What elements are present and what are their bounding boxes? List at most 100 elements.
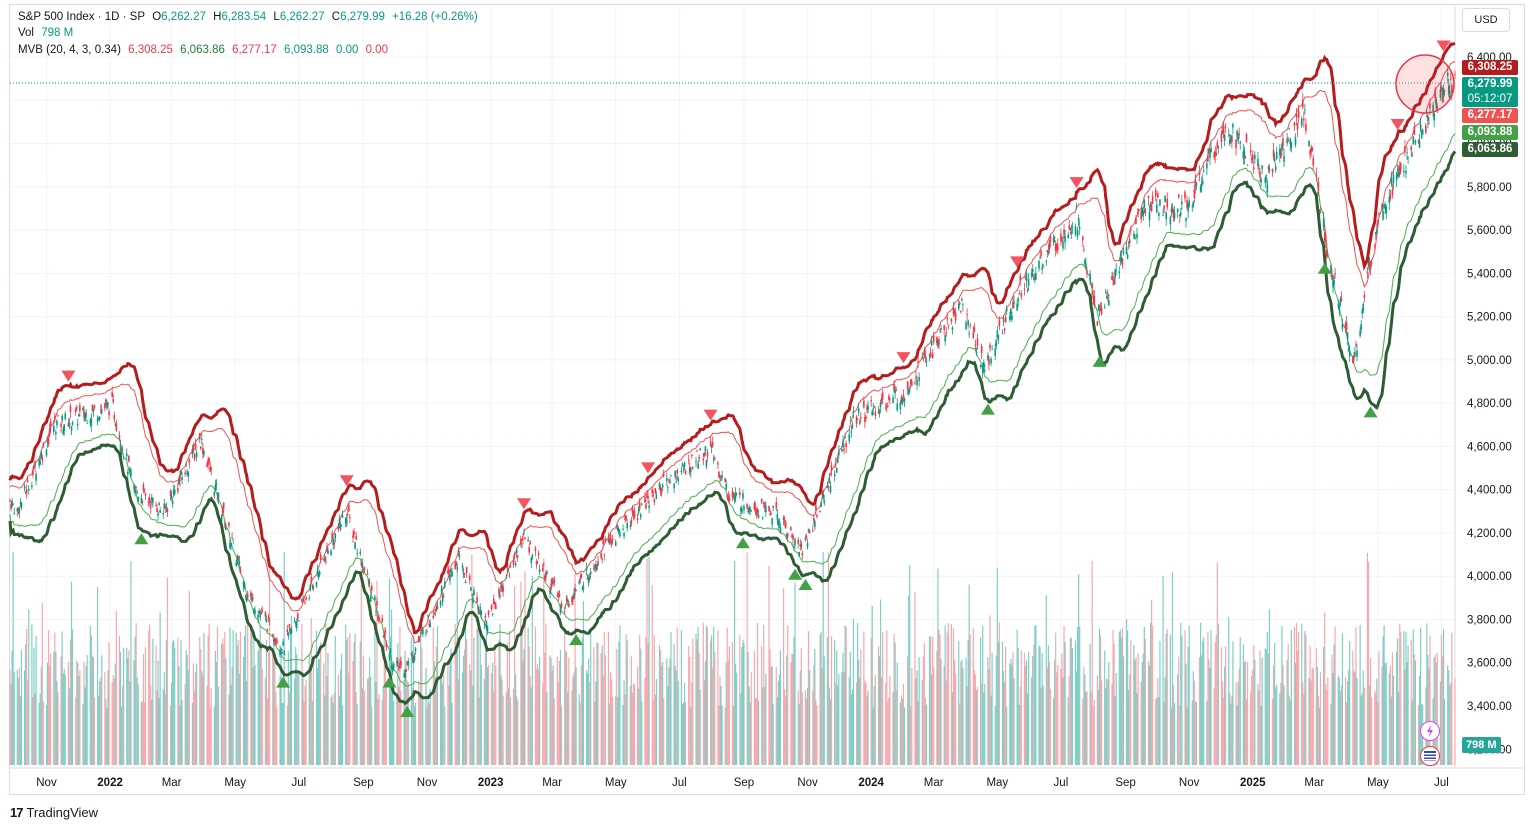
candle-body bbox=[1440, 86, 1443, 92]
currency-button[interactable]: USD bbox=[1462, 8, 1510, 32]
volume-bar bbox=[980, 637, 982, 765]
volume-bar bbox=[319, 659, 321, 765]
candle-body bbox=[880, 398, 883, 401]
candle-body bbox=[286, 629, 289, 633]
volume-bar bbox=[149, 624, 151, 765]
candle-body bbox=[254, 610, 256, 614]
volume-bar bbox=[156, 690, 158, 765]
candle-body bbox=[793, 547, 795, 548]
candle-body bbox=[375, 610, 377, 612]
candle-body bbox=[639, 514, 642, 518]
volume-bar bbox=[653, 635, 655, 765]
y-tick-label: 4,600.00 bbox=[1467, 441, 1512, 453]
volume-bar bbox=[304, 685, 306, 765]
volume-bar bbox=[70, 581, 73, 765]
candle-body bbox=[376, 600, 378, 606]
volume-bar bbox=[1070, 637, 1072, 765]
candle-body bbox=[600, 552, 602, 558]
volume-bar bbox=[1429, 635, 1431, 765]
mvb-label[interactable]: MVB (20, 4, 3, 0.34) bbox=[18, 44, 121, 56]
price-tag-upper-inner: 6,277.17 bbox=[1462, 108, 1518, 123]
candle-body bbox=[733, 497, 736, 501]
vol-label[interactable]: Vol bbox=[18, 27, 34, 39]
volume-bar bbox=[1026, 693, 1029, 765]
volume-bar bbox=[100, 677, 102, 765]
candle-body bbox=[1158, 213, 1160, 216]
volume-bar bbox=[1206, 700, 1208, 765]
candle-body bbox=[305, 597, 307, 601]
candle-body bbox=[1432, 104, 1434, 111]
candle-body bbox=[1060, 233, 1062, 241]
volume-bar bbox=[1235, 682, 1237, 765]
candle-body bbox=[1047, 250, 1050, 253]
candle-body bbox=[830, 465, 833, 471]
candle-body bbox=[696, 450, 698, 452]
candle-body bbox=[645, 503, 647, 509]
candle-body bbox=[1173, 212, 1176, 219]
volume-bar bbox=[34, 693, 36, 765]
volume-bar bbox=[1441, 655, 1444, 765]
candle-body bbox=[499, 594, 501, 597]
candle-body bbox=[1388, 196, 1391, 204]
candle-body bbox=[186, 471, 189, 475]
volume-bar bbox=[1163, 702, 1165, 765]
volume-bar bbox=[98, 695, 100, 765]
volume-bar bbox=[727, 660, 729, 765]
candle-body bbox=[1359, 330, 1361, 336]
volume-bar bbox=[79, 670, 81, 765]
volume-bar bbox=[493, 691, 495, 765]
candle-body bbox=[1249, 150, 1252, 153]
volume-bar bbox=[45, 705, 48, 765]
volume-bar bbox=[1318, 707, 1321, 765]
volume-bar bbox=[325, 623, 327, 765]
candle-body bbox=[498, 588, 500, 595]
candle-body bbox=[549, 589, 551, 594]
chart-frame[interactable] bbox=[9, 4, 1525, 795]
lightning-icon[interactable] bbox=[1420, 721, 1440, 741]
volume-bar bbox=[690, 707, 692, 765]
volume-bar bbox=[794, 582, 796, 765]
volume-bar bbox=[982, 625, 984, 765]
candle-body bbox=[1417, 140, 1420, 143]
volume-bar bbox=[750, 671, 752, 765]
candle-body bbox=[564, 604, 567, 605]
footer-brand[interactable]: 17 TradingView bbox=[10, 805, 98, 820]
volume-bar bbox=[813, 664, 815, 765]
volume-bar bbox=[703, 679, 705, 765]
symbol-title[interactable]: S&P 500 Index · 1D · SP bbox=[18, 11, 145, 23]
candle-body bbox=[845, 443, 847, 448]
volume-bar bbox=[546, 691, 548, 765]
sell-signal-marker bbox=[1436, 40, 1451, 52]
candle-body bbox=[20, 502, 23, 508]
volume-bar bbox=[463, 649, 466, 765]
candle-body bbox=[589, 571, 592, 575]
volume-bar bbox=[334, 636, 336, 765]
volume-bar bbox=[184, 684, 186, 765]
volume-bar bbox=[57, 692, 59, 765]
candle-body bbox=[1209, 149, 1211, 159]
candle-body bbox=[1112, 278, 1114, 280]
volume-bar bbox=[1057, 665, 1059, 765]
candle-body bbox=[1137, 208, 1139, 215]
us-flag-icon[interactable] bbox=[1420, 746, 1440, 766]
candle-body bbox=[1355, 344, 1357, 345]
buy-signal-marker bbox=[569, 634, 584, 646]
volume-bar bbox=[16, 669, 18, 765]
volume-bar bbox=[721, 705, 723, 765]
candle-body bbox=[688, 466, 691, 473]
candle-body bbox=[637, 508, 640, 513]
candle-body bbox=[363, 567, 366, 570]
candle-body bbox=[1286, 138, 1288, 144]
candle-body bbox=[1345, 322, 1348, 331]
volume-bar bbox=[28, 609, 30, 765]
candle-body bbox=[1120, 257, 1123, 261]
candle-body bbox=[792, 535, 794, 540]
volume-bar bbox=[18, 667, 20, 765]
candle-body bbox=[1068, 225, 1071, 229]
volume-bar bbox=[530, 687, 532, 765]
volume-bar bbox=[1122, 656, 1125, 765]
candle-body bbox=[1193, 189, 1196, 198]
volume-bar bbox=[320, 642, 322, 765]
volume-bar bbox=[1281, 626, 1283, 765]
